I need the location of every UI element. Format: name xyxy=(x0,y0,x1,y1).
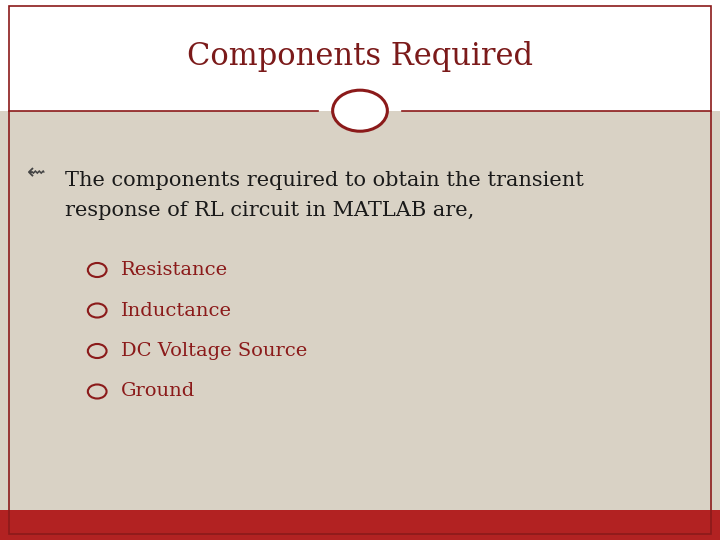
Bar xyxy=(0,510,720,540)
Bar xyxy=(0,0,720,111)
Text: The components required to obtain the transient: The components required to obtain the tr… xyxy=(65,171,584,191)
Text: ⇜: ⇜ xyxy=(27,163,46,183)
Circle shape xyxy=(333,90,387,131)
Bar xyxy=(0,111,720,510)
Text: response of RL circuit in MATLAB are,: response of RL circuit in MATLAB are, xyxy=(65,201,474,220)
Text: Resistance: Resistance xyxy=(121,261,228,279)
Text: Ground: Ground xyxy=(121,382,195,401)
Text: Components Required: Components Required xyxy=(187,41,533,72)
Text: DC Voltage Source: DC Voltage Source xyxy=(121,342,307,360)
Text: Inductance: Inductance xyxy=(121,301,232,320)
